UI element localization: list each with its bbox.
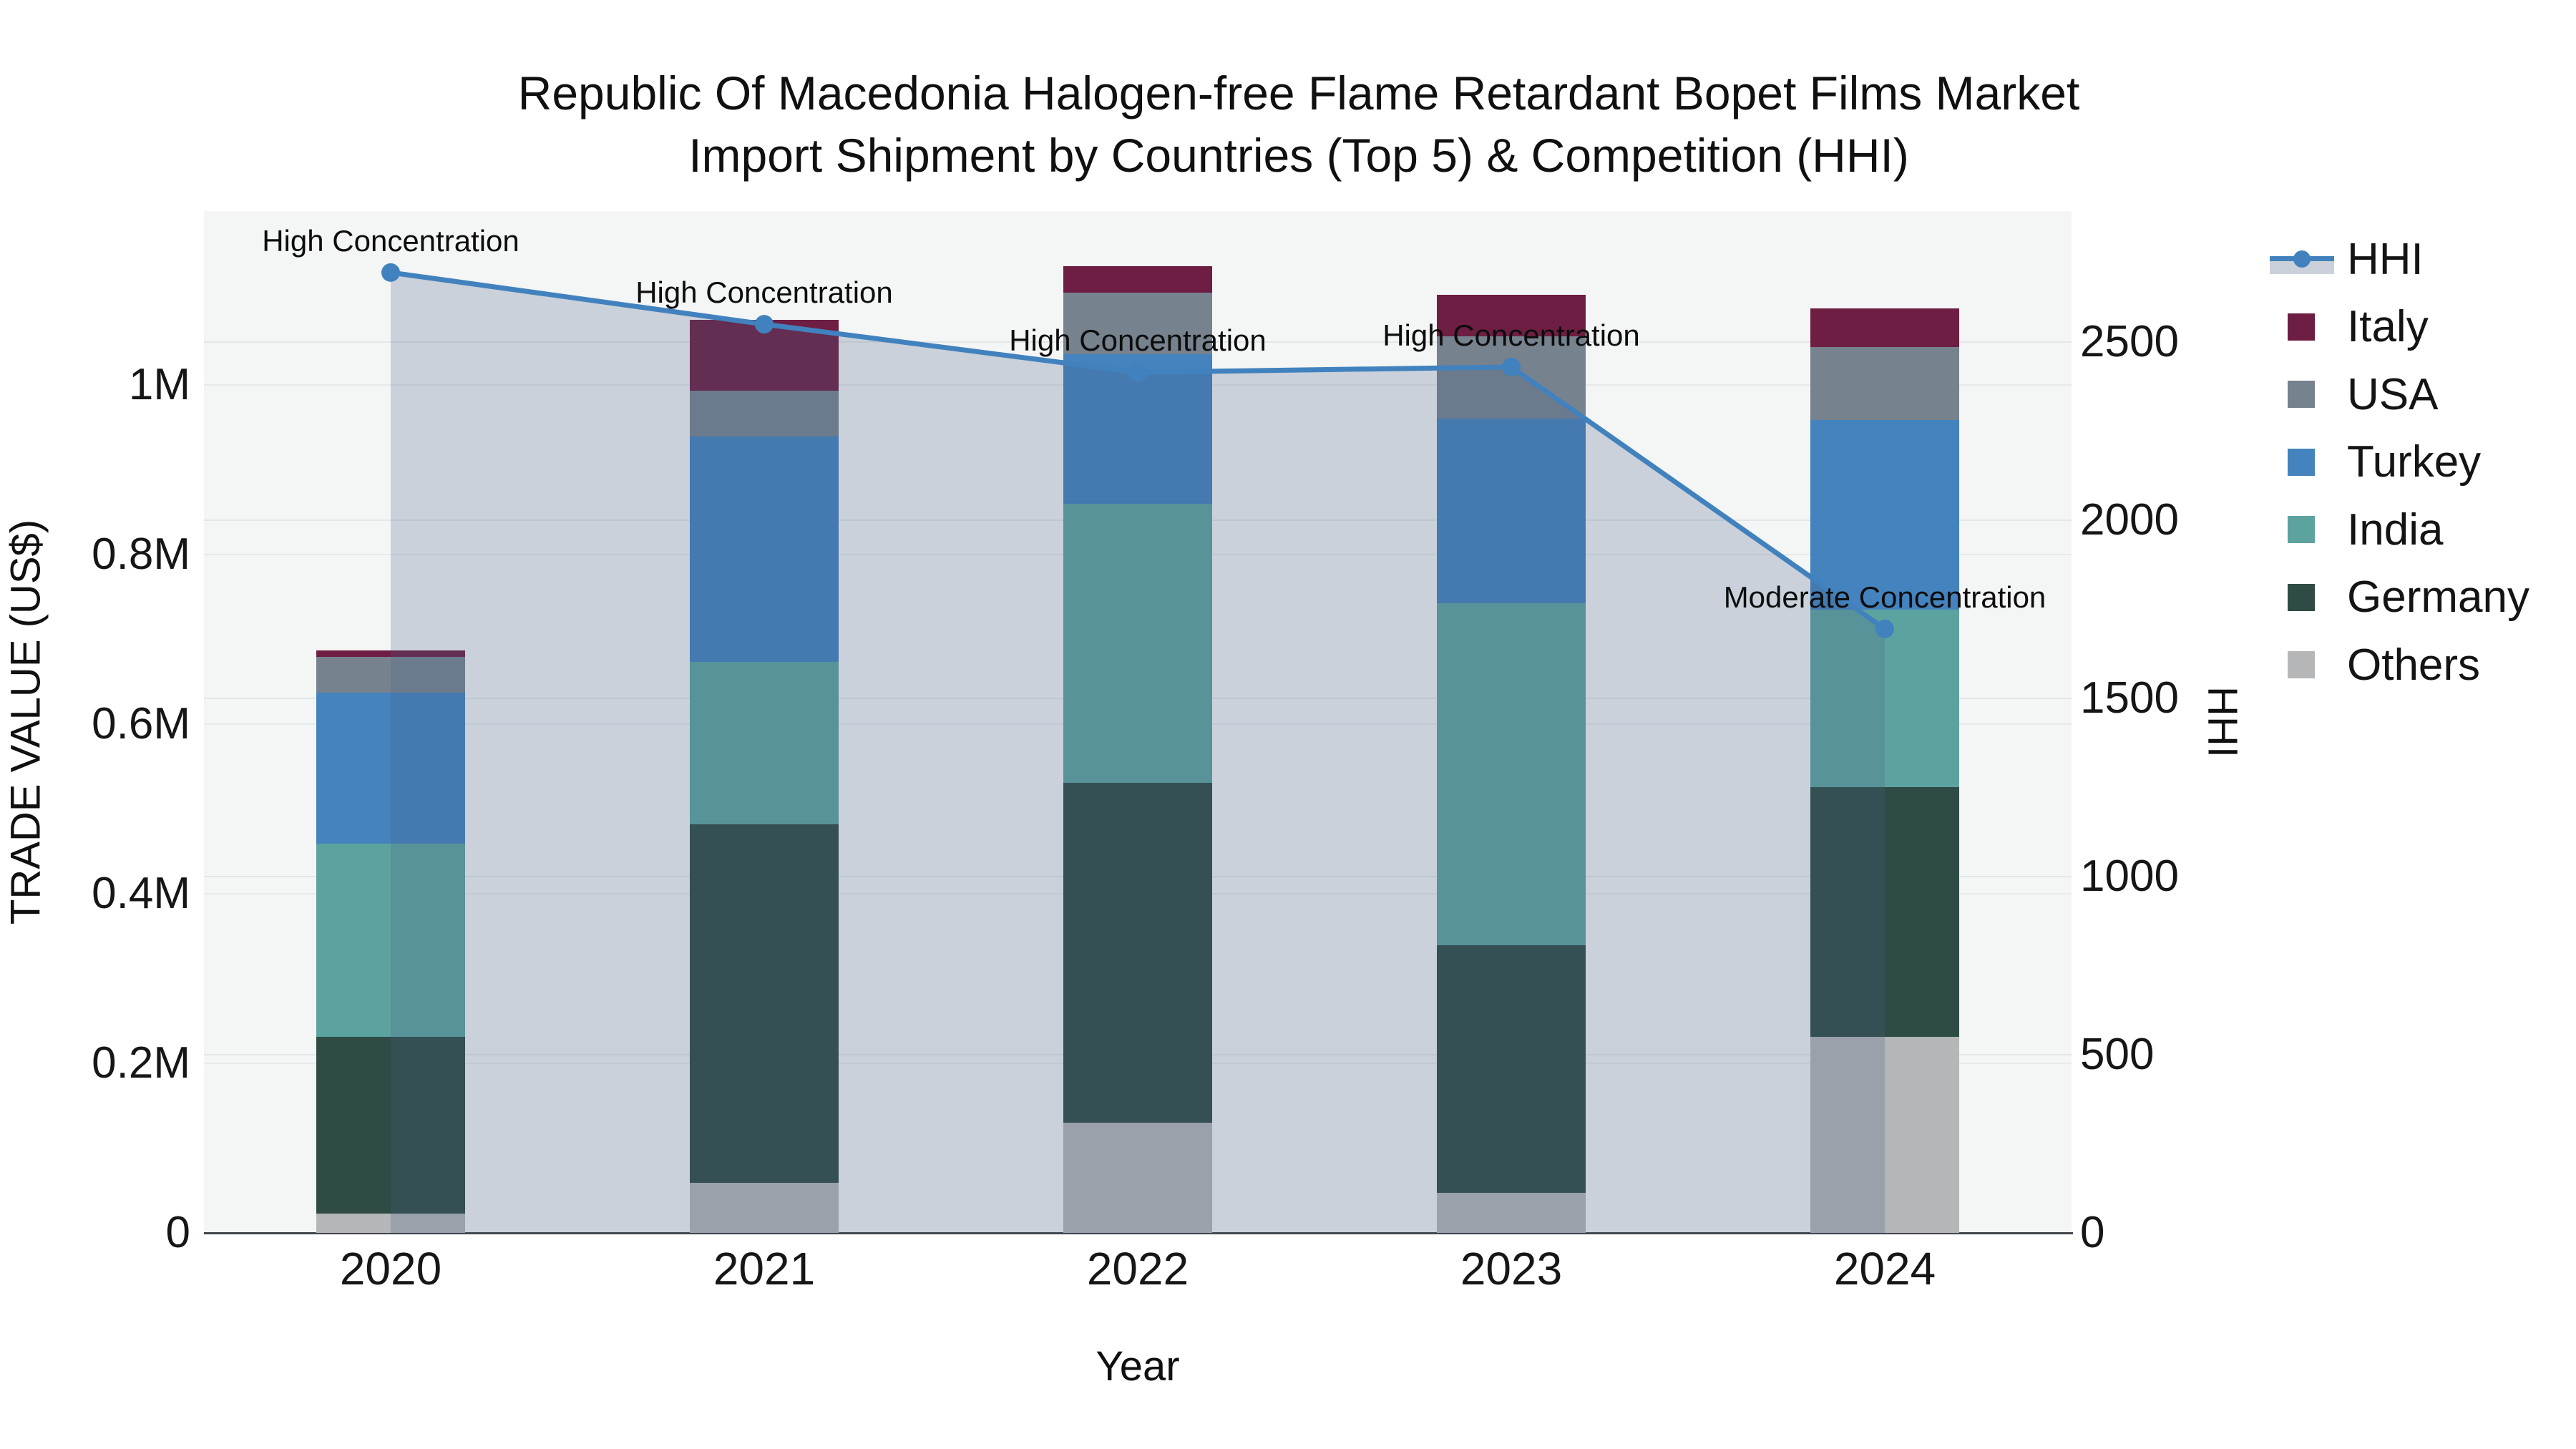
- legend-swatch-italy: [2288, 313, 2315, 341]
- legend-label-germany: Germany: [2347, 572, 2529, 622]
- y-axis-title-trade-value: TRADE VALUE (US$): [2, 519, 49, 925]
- bar-segment-india-2020[interactable]: [316, 844, 465, 1038]
- legend-label-hhi: HHI: [2347, 234, 2424, 284]
- bar-segment-turkey-2020[interactable]: [316, 693, 465, 844]
- bar-segment-germany-2024[interactable]: [1810, 786, 1959, 1038]
- legend-swatch-germany: [2288, 583, 2315, 611]
- hhi-marker-2022[interactable]: [1128, 363, 1147, 382]
- chart-title-line1: Republic Of Macedonia Halogen-free Flame…: [517, 67, 2080, 119]
- bar-segment-others-2024[interactable]: [1810, 1037, 1959, 1233]
- legend-item-italy[interactable]: Italy: [2254, 298, 2569, 356]
- x-tick-2024: 2024: [1833, 1243, 1936, 1294]
- y2-tick-0: 0: [2080, 1208, 2105, 1257]
- x-tick-2023: 2023: [1460, 1243, 1563, 1294]
- chart-title-line2: Import Shipment by Countries (Top 5) & C…: [688, 129, 1909, 182]
- hhi-area-fill: [391, 272, 1885, 1233]
- y2-tick-500: 500: [2080, 1030, 2155, 1079]
- bar-segment-others-2020[interactable]: [316, 1213, 465, 1233]
- hhi-line-sample-icon: [2270, 230, 2334, 288]
- legend-label-italy: Italy: [2347, 302, 2429, 351]
- bar-segment-others-2021[interactable]: [690, 1183, 839, 1233]
- bar-segment-italy-2023[interactable]: [1437, 295, 1586, 337]
- bar-segment-italy-2024[interactable]: [1810, 308, 1959, 347]
- bar-segment-usa-2022[interactable]: [1063, 292, 1212, 355]
- legend-label-others: Others: [2347, 640, 2481, 690]
- y1-tick-0.2M: 0.2M: [92, 1038, 190, 1088]
- bar-segment-germany-2022[interactable]: [1063, 782, 1212, 1123]
- bar-segment-germany-2021[interactable]: [690, 824, 839, 1184]
- legend-item-usa[interactable]: USA: [2254, 366, 2569, 423]
- bar-segment-turkey-2024[interactable]: [1810, 419, 1959, 610]
- bar-segment-usa-2021[interactable]: [690, 391, 839, 437]
- hhi-marker-2024[interactable]: [1875, 619, 1894, 638]
- hhi-marker-2023[interactable]: [1502, 357, 1521, 376]
- hhi-line-chart: [381, 263, 1894, 1233]
- y1-tick-1M: 1M: [128, 360, 190, 409]
- legend-swatch-others: [2288, 651, 2315, 678]
- x-tick-2022: 2022: [1086, 1243, 1189, 1294]
- y1-tick-0.4M: 0.4M: [92, 869, 190, 918]
- bar-segment-usa-2024[interactable]: [1810, 346, 1959, 420]
- annotation-2024: Moderate Concentration: [1723, 580, 2046, 614]
- legend-item-hhi[interactable]: HHI: [2254, 230, 2569, 288]
- bar-segment-india-2024[interactable]: [1810, 610, 1959, 787]
- annotation-2021: High Concentration: [635, 275, 893, 310]
- legend-swatch-usa: [2288, 381, 2315, 408]
- legend-item-turkey[interactable]: Turkey: [2254, 434, 2569, 491]
- bar-segment-germany-2023[interactable]: [1437, 945, 1586, 1194]
- y-axis-title-hhi: HHI: [2199, 686, 2246, 758]
- x-tick-2021: 2021: [713, 1243, 816, 1294]
- bar-segment-usa-2023[interactable]: [1437, 336, 1586, 419]
- legend-item-others[interactable]: Others: [2254, 636, 2569, 693]
- y2-tick-1000: 1000: [2080, 852, 2179, 901]
- hhi-marker-2020[interactable]: [381, 263, 400, 282]
- y1-tick-0: 0: [165, 1208, 190, 1257]
- y2-tick-2500: 2500: [2080, 317, 2179, 366]
- hhi-marker-2021[interactable]: [755, 315, 774, 334]
- bar-segment-turkey-2021[interactable]: [690, 436, 839, 663]
- legend-label-usa: USA: [2347, 369, 2439, 419]
- bar-segment-india-2021[interactable]: [690, 662, 839, 824]
- legend-label-india: India: [2347, 504, 2444, 555]
- x-axis-title-year: Year: [1096, 1343, 1180, 1390]
- legend-swatch-india: [2288, 516, 2315, 543]
- bar-segment-india-2022[interactable]: [1063, 503, 1212, 783]
- bar-segment-usa-2020[interactable]: [316, 657, 465, 693]
- legend-swatch-turkey: [2288, 448, 2315, 476]
- legend-item-germany[interactable]: Germany: [2254, 569, 2569, 626]
- annotation-2023: High Concentration: [1382, 318, 1640, 352]
- hhi-marker-sample: [2293, 250, 2311, 268]
- bar-segment-india-2023[interactable]: [1437, 602, 1586, 946]
- x-axis-line: [204, 1232, 2073, 1234]
- bar-segment-italy-2020[interactable]: [316, 650, 465, 658]
- annotation-2022: High Concentration: [1009, 323, 1267, 358]
- bar-segment-germany-2020[interactable]: [316, 1037, 465, 1214]
- x-tick-2020: 2020: [339, 1243, 442, 1294]
- bar-segment-italy-2022[interactable]: [1063, 266, 1212, 293]
- legend-item-india[interactable]: India: [2254, 501, 2569, 558]
- annotation-2020: High Concentration: [262, 223, 519, 258]
- y2-tick-2000: 2000: [2080, 495, 2179, 545]
- bar-segment-others-2022[interactable]: [1063, 1122, 1212, 1233]
- bar-segment-turkey-2023[interactable]: [1437, 419, 1586, 603]
- legend-label-turkey: Turkey: [2347, 437, 2482, 487]
- y1-tick-0.8M: 0.8M: [92, 530, 190, 579]
- y1-tick-0.6M: 0.6M: [92, 699, 190, 748]
- bar-segment-others-2023[interactable]: [1437, 1193, 1586, 1233]
- y2-tick-1500: 1500: [2080, 673, 2179, 723]
